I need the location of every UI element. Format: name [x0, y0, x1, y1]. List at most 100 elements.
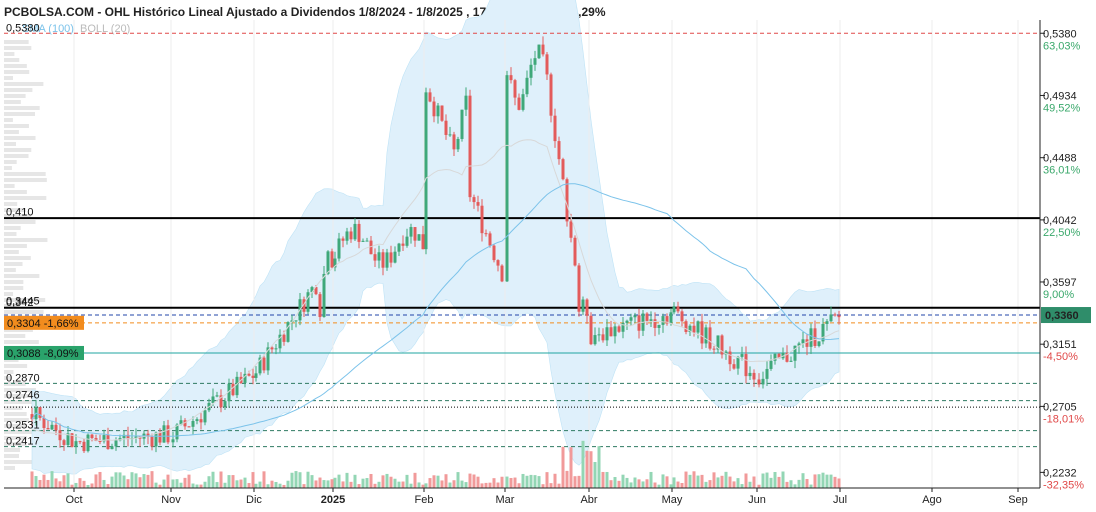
- volume-profile-bar: [4, 166, 12, 170]
- candle-body: [801, 339, 805, 344]
- candle-body: [381, 252, 385, 268]
- volume-bar: [298, 472, 302, 488]
- volume-profile-bar: [4, 400, 47, 404]
- volume-bar: [825, 474, 829, 488]
- candle-body: [553, 115, 557, 142]
- level-badge: [4, 315, 84, 330]
- candle-body: [724, 351, 728, 355]
- volume-bar: [797, 479, 801, 488]
- candle-body: [428, 92, 432, 102]
- candle-body: [385, 252, 389, 268]
- volume-bar: [509, 477, 513, 488]
- volume-bar: [541, 484, 545, 488]
- volume-bar: [609, 480, 613, 488]
- volume-bar: [90, 483, 94, 488]
- candle-body: [421, 234, 425, 250]
- volume-profile-bar: [4, 196, 47, 200]
- last-price-badge: [1041, 307, 1091, 324]
- y-tick-pct: 22,50%: [1043, 227, 1081, 239]
- volume-bar: [357, 484, 361, 488]
- candle-body: [322, 273, 326, 318]
- volume-bar: [195, 484, 199, 488]
- volume-profile-bar: [4, 232, 17, 236]
- volume-profile: [4, 40, 48, 470]
- volume-bar: [589, 451, 593, 488]
- volume-profile-bar: [4, 172, 46, 176]
- volume-bar: [142, 474, 146, 488]
- volume-profile-bar: [4, 376, 12, 380]
- volume-bar: [704, 481, 708, 488]
- volume-bar: [452, 480, 456, 488]
- volume-bar: [146, 474, 150, 488]
- candle-body: [661, 316, 665, 325]
- y-tick-pct: 9,00%: [1043, 289, 1074, 301]
- candle-body: [817, 341, 821, 346]
- volume-bar: [736, 478, 740, 488]
- candle-body: [90, 434, 94, 439]
- candle-body: [765, 368, 769, 379]
- sma-indicator-label: SMA (100): [22, 23, 74, 35]
- volume-bar: [625, 477, 629, 488]
- bollinger-fill: [31, 0, 840, 475]
- volume-bar: [254, 483, 258, 488]
- volume-bar: [365, 478, 369, 488]
- candle-body: [118, 438, 122, 441]
- boll-indicator-label: BOLL (20): [80, 23, 130, 35]
- volume-bar: [126, 479, 130, 488]
- volume-bar: [633, 477, 637, 488]
- chart-title: PCBOLSA.COM - OHL Histórico Lineal Ajust…: [4, 5, 606, 19]
- volume-bar: [613, 477, 617, 488]
- candle-body: [154, 432, 158, 447]
- volume-bar: [409, 483, 413, 488]
- candle-body: [460, 109, 464, 139]
- volume-profile-bar: [4, 112, 35, 116]
- candle-body: [58, 430, 62, 441]
- volume-bar: [545, 472, 549, 488]
- volume-bar: [817, 474, 821, 488]
- volume-bar: [102, 479, 106, 488]
- volume-profile-bar: [4, 430, 42, 434]
- candle-body: [318, 294, 322, 318]
- candle-body: [195, 419, 199, 422]
- volume-bar: [46, 479, 50, 488]
- volume-bar: [645, 479, 649, 488]
- candle-body: [509, 75, 513, 81]
- volume-profile-bar: [4, 70, 30, 74]
- volume-bar: [661, 474, 665, 488]
- candle-body: [314, 287, 318, 295]
- candle-body: [432, 101, 436, 117]
- volume-bar: [353, 474, 357, 488]
- volume-bar: [337, 474, 341, 488]
- volume-profile-bar: [4, 106, 40, 110]
- volume-profile-bar: [4, 76, 13, 80]
- volume-bar: [597, 446, 601, 488]
- candle-body: [781, 352, 785, 359]
- moving-averages: [31, 139, 840, 442]
- volume-profile-bar: [4, 208, 26, 212]
- candle-body: [669, 312, 673, 324]
- bollinger-mid-line: [31, 139, 840, 442]
- level-label: 0,5380: [6, 22, 40, 34]
- candle-body: [680, 311, 684, 322]
- candle-body: [700, 321, 704, 344]
- volume-bar: [505, 476, 509, 488]
- candle-body: [38, 407, 42, 418]
- volume-profile-bar: [4, 406, 23, 410]
- candle-body: [417, 234, 421, 241]
- volume-bar: [70, 484, 74, 488]
- volume-bar: [765, 472, 769, 488]
- candle-body: [341, 238, 345, 241]
- volume-bar: [432, 475, 436, 488]
- last-price-label: 0,3360: [1045, 310, 1079, 322]
- candle-body: [565, 179, 569, 222]
- candle-body: [393, 251, 397, 263]
- candle-body: [617, 326, 621, 332]
- volume-bar: [322, 480, 326, 488]
- candle-body: [752, 372, 756, 380]
- volume-bar: [183, 477, 187, 488]
- candle-body: [692, 325, 696, 333]
- volume-bar: [191, 483, 195, 488]
- volume-bar: [175, 479, 179, 488]
- candle-body: [833, 314, 837, 316]
